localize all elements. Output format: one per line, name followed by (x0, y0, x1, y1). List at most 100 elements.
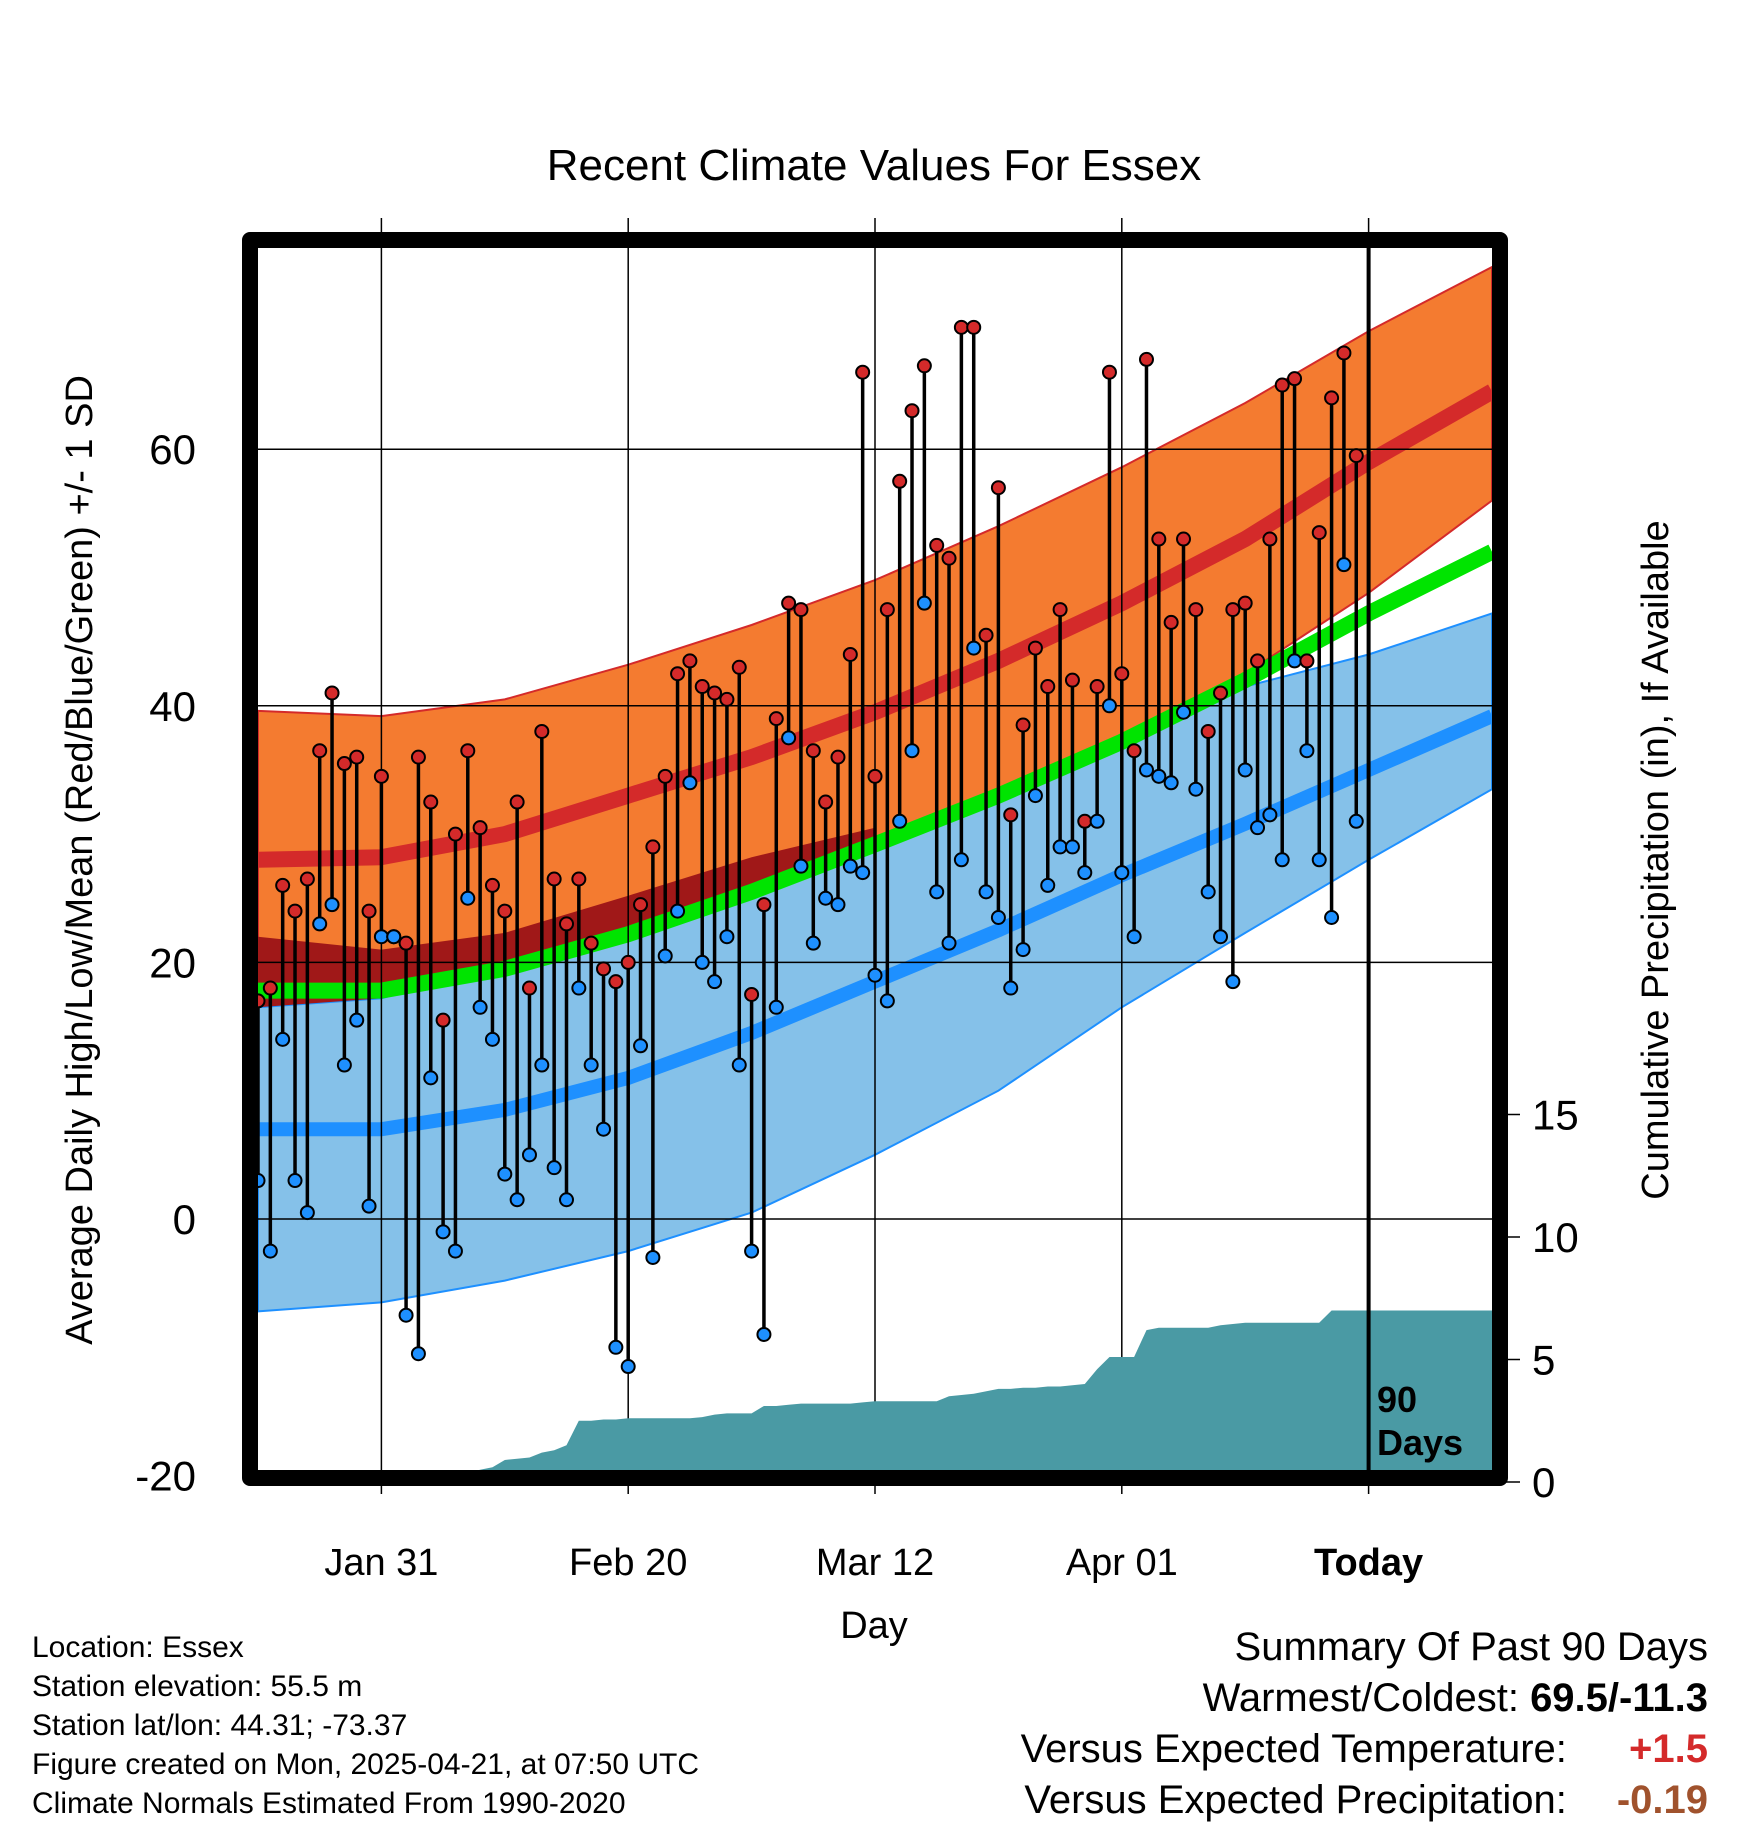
high-point (756, 897, 772, 913)
summary-panel: Summary Of Past 90 Days Warmest/Coldest:… (1021, 1622, 1708, 1826)
temp-label: Versus Expected Temperature: (1020, 1727, 1567, 1771)
low-point (559, 1192, 574, 1208)
low-point (929, 884, 945, 900)
high-point (423, 794, 439, 810)
precip-label: Versus Expected Precipitation: (1024, 1778, 1567, 1822)
high-point (904, 403, 920, 419)
low-point (744, 1243, 760, 1259)
high-point (484, 877, 500, 893)
high-point (349, 749, 365, 765)
y-tick-label-left: 40 (149, 683, 196, 730)
low-point (312, 916, 328, 932)
warm-cold-value: 69.5/-11.3 (1530, 1676, 1708, 1720)
x-tick-label: Today (1314, 1542, 1423, 1584)
low-point (1262, 807, 1278, 823)
low-point (1163, 775, 1179, 791)
low-point (386, 929, 402, 945)
high-point (1101, 364, 1117, 380)
low-point (336, 1057, 352, 1073)
low-point (1311, 852, 1327, 868)
high-point (410, 749, 426, 765)
high-point (781, 595, 797, 611)
low-point (953, 852, 969, 868)
low-point (435, 1224, 451, 1240)
low-point (275, 1031, 291, 1047)
high-point (1225, 602, 1241, 618)
y-axis-label-left: Average Daily High/Low/Mean (Red/Blue/Gr… (59, 375, 101, 1345)
y-tick-label-left: 0 (173, 1196, 196, 1243)
high-point (830, 749, 846, 765)
high-point (1188, 602, 1204, 618)
y-tick-label-left: 20 (149, 939, 196, 986)
high-point (719, 691, 735, 707)
high-point (287, 903, 303, 919)
y-tick-label-left: -20 (135, 1453, 196, 1500)
high-point (670, 666, 686, 682)
chart-title: Recent Climate Values For Essex (547, 141, 1202, 190)
low-point (373, 929, 389, 945)
low-point (1213, 929, 1229, 945)
high-point (1052, 602, 1068, 618)
low-point (904, 743, 920, 759)
high-point (990, 480, 1006, 496)
high-point (596, 961, 612, 977)
low-point (620, 1359, 636, 1375)
high-point (1040, 679, 1056, 695)
high-point (1151, 531, 1167, 547)
low-point (990, 909, 1006, 925)
low-point (1138, 762, 1154, 778)
high-point (1089, 679, 1105, 695)
high-point (805, 743, 821, 759)
low-point (978, 884, 994, 900)
low-point (484, 1031, 500, 1047)
high-point (1126, 743, 1142, 759)
low-point (1237, 762, 1253, 778)
low-point (719, 929, 735, 945)
low-point (1077, 865, 1093, 881)
low-point (1015, 942, 1031, 958)
high-point (546, 871, 562, 887)
high-point (497, 903, 513, 919)
high-point (1176, 531, 1191, 547)
low-point (781, 730, 797, 746)
low-point (1225, 974, 1241, 990)
low-point (1250, 820, 1266, 836)
latlon-text: Station lat/lon: 44.31; -73.37 (32, 1709, 408, 1742)
high-point (1015, 717, 1031, 733)
low-point (793, 858, 809, 874)
high-point (509, 794, 525, 810)
high-point (583, 935, 599, 951)
high-point (855, 364, 871, 380)
low-point (398, 1307, 414, 1323)
low-point (855, 865, 871, 881)
high-point (768, 711, 784, 727)
low-point (1188, 781, 1204, 797)
high-point (731, 659, 747, 675)
high-point (1311, 525, 1327, 541)
high-point (620, 954, 636, 970)
low-point (1176, 704, 1191, 720)
high-point (892, 473, 908, 489)
location-text: Location: Essex (32, 1631, 244, 1664)
high-point (818, 794, 834, 810)
high-point (1237, 595, 1253, 611)
today-label-line2: Days (1377, 1422, 1463, 1463)
low-point (1027, 788, 1043, 804)
high-point (657, 768, 673, 784)
temp-value: +1.5 (1629, 1727, 1708, 1771)
low-point (608, 1339, 624, 1355)
summary-title: Summary Of Past 90 Days (1234, 1625, 1708, 1669)
high-point (571, 871, 587, 887)
low-point (682, 775, 698, 791)
high-point (299, 871, 315, 887)
high-point (559, 916, 574, 932)
high-point (953, 319, 969, 335)
high-point (275, 877, 291, 893)
low-point (1126, 929, 1142, 945)
y-tick-label-right: 5 (1532, 1337, 1555, 1384)
y-axis-label-right: Cumulative Precipitation (in), If Availa… (1635, 520, 1677, 1199)
warm-cold-label: Warmest/Coldest: (1202, 1676, 1519, 1720)
high-point (1324, 390, 1340, 406)
low-point (361, 1198, 377, 1214)
high-point (1138, 351, 1154, 367)
